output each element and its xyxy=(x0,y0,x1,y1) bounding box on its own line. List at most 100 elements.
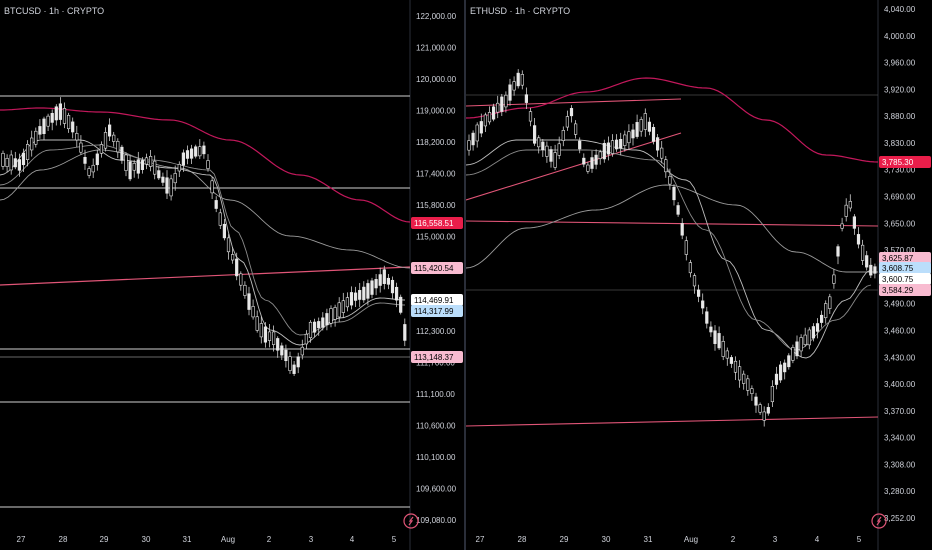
btc-candle-body xyxy=(75,133,79,141)
btc-candle-body xyxy=(321,317,325,328)
btc-candle-body xyxy=(292,364,296,374)
eth-candle-body xyxy=(811,326,816,339)
eth-x-tick-label: 31 xyxy=(644,535,653,544)
btc-candle-body xyxy=(149,156,153,167)
eth-candle-body xyxy=(491,106,496,120)
btc-candle-body xyxy=(1,152,5,167)
eth-candle-body xyxy=(467,140,471,151)
btc-candle-body xyxy=(263,326,268,343)
eth-y-tick-label: 3,460.00 xyxy=(884,326,916,335)
btc-price-badge xyxy=(411,351,463,363)
eth-candle-body xyxy=(783,362,787,373)
eth-candle-body xyxy=(598,151,602,159)
panel-divider[interactable] xyxy=(464,0,466,550)
btc-candle-body xyxy=(177,164,181,172)
eth-chart-canvas[interactable]: 4,040.00 4,000.00 3,960.00 3,920.00 3,880.00… xyxy=(466,0,932,550)
btc-candle-body xyxy=(243,284,247,296)
eth-price-badge xyxy=(879,156,931,168)
btc-candle-body xyxy=(276,338,280,351)
eth-resistance-line xyxy=(466,220,879,227)
btc-candle-body xyxy=(362,286,366,301)
btc-candle-body xyxy=(300,346,304,356)
eth-candle-body xyxy=(553,152,557,168)
eth-x-tick-label: 3 xyxy=(773,535,778,544)
eth-candle-body xyxy=(545,145,549,157)
btc-candle-body xyxy=(108,124,112,137)
btc-candle-body xyxy=(9,154,13,171)
btc-candle-body xyxy=(374,279,378,289)
eth-price-badge-label: 3,584.29 xyxy=(882,286,914,295)
eth-candle-body xyxy=(754,396,758,406)
eth-candle-body xyxy=(631,129,635,139)
eth-candle-body xyxy=(729,357,734,364)
eth-candle-body xyxy=(807,329,811,346)
eth-candle-body xyxy=(520,74,524,86)
btc-candle-body xyxy=(50,113,54,123)
eth-candle-body xyxy=(848,201,852,209)
eth-candle-body xyxy=(496,102,500,113)
eth-price-badge-label: 3,600.75 xyxy=(882,275,914,284)
btc-price-badge xyxy=(411,305,463,317)
eth-candle-body xyxy=(508,84,512,101)
eth-candle-body xyxy=(487,112,492,123)
eth-candle-body xyxy=(778,364,783,381)
eth-x-tick-label: 29 xyxy=(560,535,569,544)
btc-candle-body xyxy=(259,323,263,338)
eth-y-tick-label: 3,920.00 xyxy=(884,85,916,94)
btc-x-tick-label: Aug xyxy=(221,535,235,544)
eth-candle-body xyxy=(799,337,803,352)
eth-candle-body xyxy=(774,373,779,385)
btc-candle-body xyxy=(120,146,124,161)
eth-candle-body xyxy=(672,186,676,201)
eth-candle-body xyxy=(844,204,848,217)
btc-y-tick-label: 115,800.00 xyxy=(416,201,456,210)
eth-candle-body xyxy=(590,157,594,169)
eth-y-tick-label: 3,252.00 xyxy=(884,514,916,523)
btc-candle-body xyxy=(251,306,255,318)
eth-price-badge xyxy=(879,273,931,285)
btc-candle-body xyxy=(157,170,161,179)
eth-candle-body xyxy=(766,407,770,414)
eth-candle-body xyxy=(483,114,488,127)
btc-chart-panel[interactable]: 122,000.00 121,000.00 120,000.00 119,000.00… xyxy=(0,0,464,550)
btc-candle-body xyxy=(194,146,198,157)
eth-candle-body xyxy=(541,141,545,151)
eth-red-moving-average xyxy=(466,77,879,163)
btc-short-moving-average xyxy=(0,139,406,346)
eth-candle-body xyxy=(569,108,574,117)
btc-y-tick-label: 118,200.00 xyxy=(416,138,456,147)
eth-candle-body xyxy=(602,142,606,160)
btc-candle-body xyxy=(13,158,17,168)
btc-candle-body xyxy=(128,161,132,180)
eth-y-tick-label: 3,370.00 xyxy=(884,407,916,416)
btc-chart-canvas[interactable]: 122,000.00 121,000.00 120,000.00 119,000.00… xyxy=(0,0,464,550)
btc-candle-body xyxy=(17,159,22,171)
eth-candle-body xyxy=(684,240,688,255)
btc-candle-body xyxy=(173,173,177,184)
eth-candle-body xyxy=(721,341,725,357)
eth-candle-body xyxy=(791,347,795,361)
btc-price-badge-label: 116,558.51 xyxy=(414,219,454,228)
eth-candle-body xyxy=(475,124,479,142)
btc-price-badge xyxy=(411,262,463,274)
eth-y-tick-label: 3,650.00 xyxy=(884,219,916,228)
eth-candle-body xyxy=(828,296,832,309)
eth-candle-body xyxy=(639,119,643,132)
eth-candle-body xyxy=(594,154,598,165)
eth-candle-body xyxy=(717,333,721,349)
eth-support-line xyxy=(466,416,879,427)
eth-candle-body xyxy=(512,81,516,91)
eth-y-tick-label: 3,280.00 xyxy=(884,487,916,496)
btc-candle-body xyxy=(140,160,145,170)
eth-candle-body xyxy=(709,326,713,333)
eth-candle-body xyxy=(705,311,709,324)
btc-y-tick-label: 111,100.00 xyxy=(416,390,455,399)
eth-candle-body xyxy=(500,96,504,112)
btc-candle-body xyxy=(202,145,206,155)
eth-chart-panel[interactable]: 4,040.00 4,000.00 3,960.00 3,920.00 3,880.00… xyxy=(466,0,932,550)
btc-candle-body xyxy=(58,103,62,120)
eth-candle-body xyxy=(479,121,483,134)
eth-price-badge xyxy=(879,252,931,264)
btc-candle-body xyxy=(54,106,58,121)
eth-short-moving-average xyxy=(466,139,872,359)
